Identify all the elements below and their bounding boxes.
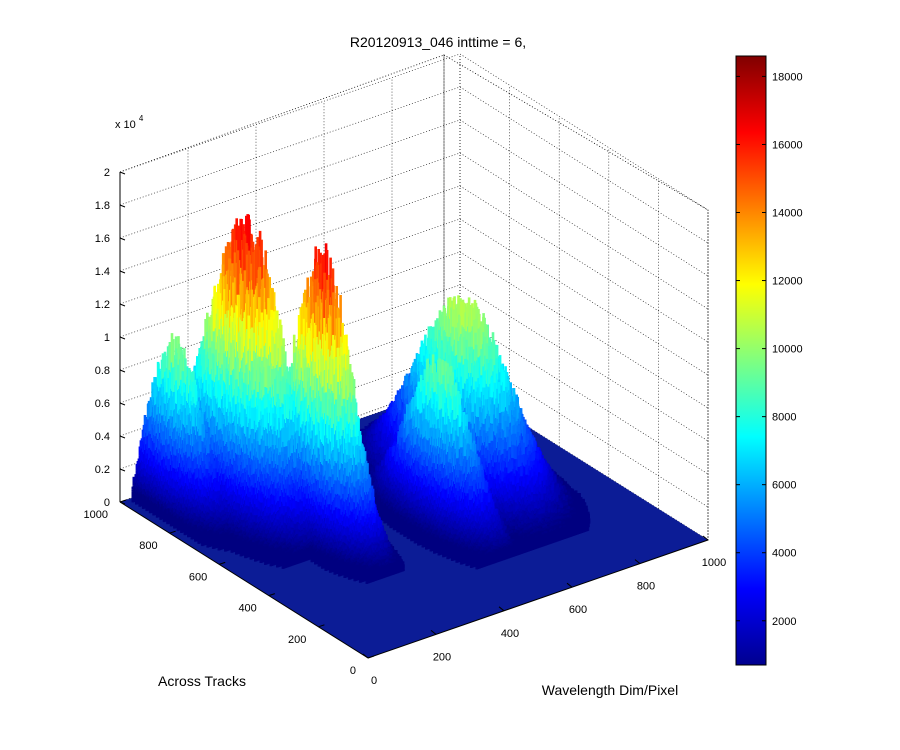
chart-title: R20120913_046 inttime = 6, xyxy=(350,34,526,50)
surface-mesh xyxy=(133,214,589,584)
grid-line xyxy=(120,120,708,276)
grid-line xyxy=(120,54,708,210)
grid-line xyxy=(120,153,708,309)
grid-line xyxy=(120,87,708,243)
